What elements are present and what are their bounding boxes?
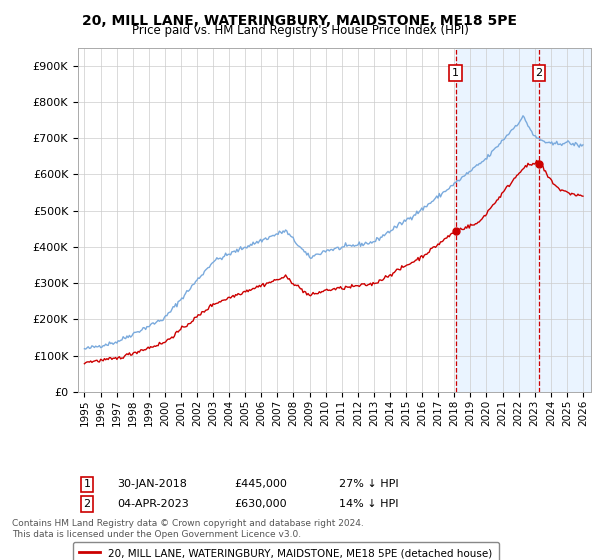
Text: Contains HM Land Registry data © Crown copyright and database right 2024.
This d: Contains HM Land Registry data © Crown c… xyxy=(12,520,364,539)
Text: 27% ↓ HPI: 27% ↓ HPI xyxy=(339,479,398,489)
Text: £445,000: £445,000 xyxy=(234,479,287,489)
Text: 30-JAN-2018: 30-JAN-2018 xyxy=(117,479,187,489)
Text: 04-APR-2023: 04-APR-2023 xyxy=(117,499,189,509)
Text: 20, MILL LANE, WATERINGBURY, MAIDSTONE, ME18 5PE: 20, MILL LANE, WATERINGBURY, MAIDSTONE, … xyxy=(83,14,517,28)
Text: 1: 1 xyxy=(452,68,459,78)
Text: 1: 1 xyxy=(83,479,91,489)
Text: 2: 2 xyxy=(535,68,542,78)
Text: 14% ↓ HPI: 14% ↓ HPI xyxy=(339,499,398,509)
Text: Price paid vs. HM Land Registry's House Price Index (HPI): Price paid vs. HM Land Registry's House … xyxy=(131,24,469,37)
Text: 2: 2 xyxy=(83,499,91,509)
Legend: 20, MILL LANE, WATERINGBURY, MAIDSTONE, ME18 5PE (detached house), HPI: Average : 20, MILL LANE, WATERINGBURY, MAIDSTONE, … xyxy=(73,542,499,560)
Text: £630,000: £630,000 xyxy=(234,499,287,509)
Bar xyxy=(455,48,591,392)
